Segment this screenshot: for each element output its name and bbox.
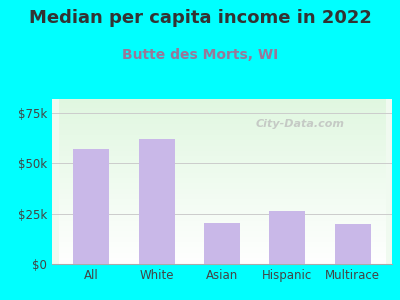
- Text: Median per capita income in 2022: Median per capita income in 2022: [28, 9, 372, 27]
- Bar: [270, 211, 305, 264]
- Bar: [139, 139, 174, 264]
- Bar: [73, 149, 109, 264]
- Bar: [204, 223, 240, 264]
- Text: City-Data.com: City-Data.com: [256, 119, 345, 129]
- Bar: [335, 224, 371, 264]
- Text: Butte des Morts, WI: Butte des Morts, WI: [122, 48, 278, 62]
